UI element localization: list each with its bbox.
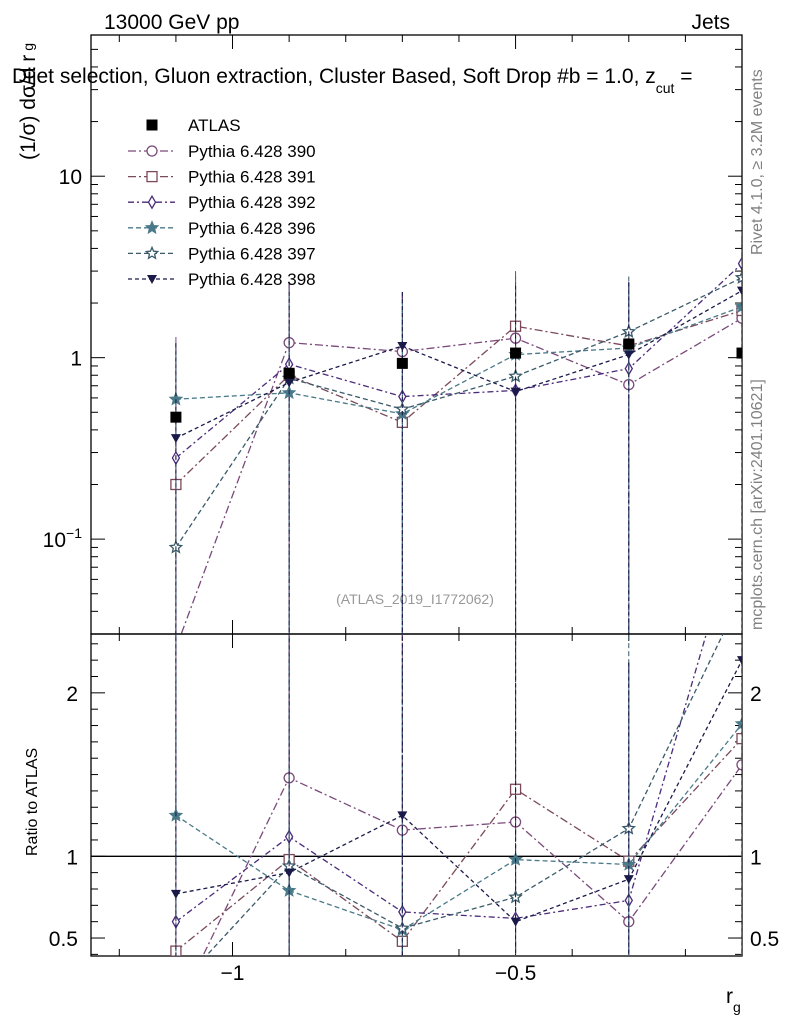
legend-pythia-6-428-397-label: Pythia 6.428 397 [188, 244, 316, 263]
series-pythia-6-428-398-point [510, 387, 521, 397]
series-pythia-6-428-398-ratio-point [284, 868, 295, 878]
legend-pythia-6-428-392-label: Pythia 6.428 392 [188, 193, 316, 212]
atlas-data-point [396, 357, 408, 369]
legend-pythia-6-428-391-marker [146, 170, 158, 183]
series-pythia-6-428-398-line [175, 290, 742, 439]
analysis-watermark: (ATLAS_2019_I1772062) [336, 591, 494, 607]
legend-pythia-6-428-390-marker [146, 145, 158, 157]
atlas-data-point [170, 411, 182, 423]
y-axis-label-main: (1/σ) dσ/d rg [17, 43, 40, 160]
x-tick-label: −1 [221, 962, 245, 985]
x-tick-label: −0.5 [495, 962, 536, 985]
legend-pythia-6-428-390-label: Pythia 6.428 390 [188, 142, 316, 161]
series-pythia-6-428-398-ratio-point [737, 656, 742, 666]
series-pythia-6-428-397-ratio-point [170, 983, 181, 994]
series-pythia-6-428-397-ratio-line [205, 634, 724, 956]
y-tick-label-ratio: 0.5 [49, 928, 78, 951]
series-pythia-6-428-397-line [175, 277, 742, 548]
series-pythia-6-428-391-line [175, 309, 742, 485]
series-pythia-6-428-398-ratio-line [175, 659, 742, 923]
atlas-data-point [736, 347, 742, 359]
y-tick-label-ratio-right: 2 [750, 683, 762, 706]
atlas-data-point [283, 367, 295, 379]
series-pythia-6-428-396-point [734, 299, 742, 313]
series-pythia-6-428-396-ratio-line [175, 723, 742, 931]
y-tick-label-ratio: 2 [66, 683, 78, 706]
legend: ATLAS Pythia 6.428 390 Pythia 6.428 391 Pyt… [128, 116, 316, 289]
series-pythia-6-428-390-line [180, 317, 742, 634]
header-jets: Jets [691, 11, 730, 34]
series-pythia-6-428-396-ratio-point [734, 716, 742, 731]
chart-title: Dijet selection, Gluon extraction, Clust… [12, 65, 693, 96]
legend-pythia-6-428-397-marker [144, 245, 160, 260]
series-pythia-6-428-390-ratio-point [171, 1007, 181, 1017]
series-pythia-6-428-398-ratio-point [623, 875, 634, 885]
y-tick-label-main: 10−1 [43, 525, 83, 552]
series-pythia-6-428-398-point [623, 350, 634, 360]
main-data-layer [168, 210, 742, 634]
series-pythia-6-428-392-ratio-line [175, 634, 708, 923]
series-pythia-6-428-390-ratio-point [736, 759, 742, 771]
legend-pythia-6-428-396-marker [144, 220, 160, 235]
header-energy: 13000 GeV pp [104, 11, 239, 34]
series-pythia-6-428-397-point [734, 270, 742, 284]
legend-pythia-6-428-398-marker [147, 275, 157, 284]
legend-pythia-6-428-392-marker [147, 194, 157, 210]
y-tick-label-ratio: 1 [66, 846, 78, 869]
series-pythia-6-428-398-ratio-point [170, 889, 181, 899]
y-tick-label-ratio-right: 0.5 [750, 928, 779, 951]
legend-marker-atlas [146, 119, 158, 131]
series-pythia-6-428-396-line [175, 306, 742, 415]
ratio-data-layer [168, 634, 742, 1017]
series-pythia-6-428-398-ratio-point [397, 811, 408, 821]
legend-pythia-6-428-391-label: Pythia 6.428 391 [188, 168, 316, 187]
series-pythia-6-428-398-ratio-point [510, 917, 521, 927]
x-axis-label: rg [726, 985, 741, 1015]
legend-pythia-6-428-396-label: Pythia 6.428 396 [188, 219, 316, 238]
side-text-rivet: Rivet 4.1.0, ≥ 3.2M events [749, 69, 766, 255]
y-tick-label-ratio-right: 1 [750, 846, 762, 869]
atlas-data-point [623, 338, 635, 350]
series-pythia-6-428-398-point [284, 378, 295, 388]
series-pythia-6-428-398-point [737, 286, 742, 296]
ratio-plot-frame [90, 633, 743, 957]
legend-label-atlas: ATLAS [188, 116, 241, 135]
series-pythia-6-428-390-ratio-line [202, 764, 742, 956]
main-panel: 10−1 1 10 [43, 34, 743, 956]
atlas-data-point [510, 347, 522, 359]
side-text-mcplots: mcplots.cern.ch [arXiv:2401.10621] [749, 379, 766, 630]
series-pythia-6-428-392-line [175, 263, 742, 459]
series-pythia-6-428-398-point [170, 434, 181, 444]
y-tick-label-main: 10 [59, 166, 82, 189]
y-axis-label-ratio: Ratio to ATLAS [24, 748, 41, 856]
series-pythia-6-428-391-ratio-point [736, 732, 742, 745]
ratio-panel: −1 −0.5 0.5 0.5 1 1 2 2 [49, 633, 779, 1017]
series-pythia-6-428-392-point [737, 256, 742, 271]
legend-pythia-6-428-398-label: Pythia 6.428 398 [188, 270, 316, 289]
series-pythia-6-428-398-point [397, 341, 408, 351]
y-tick-label-main: 1 [70, 348, 82, 371]
